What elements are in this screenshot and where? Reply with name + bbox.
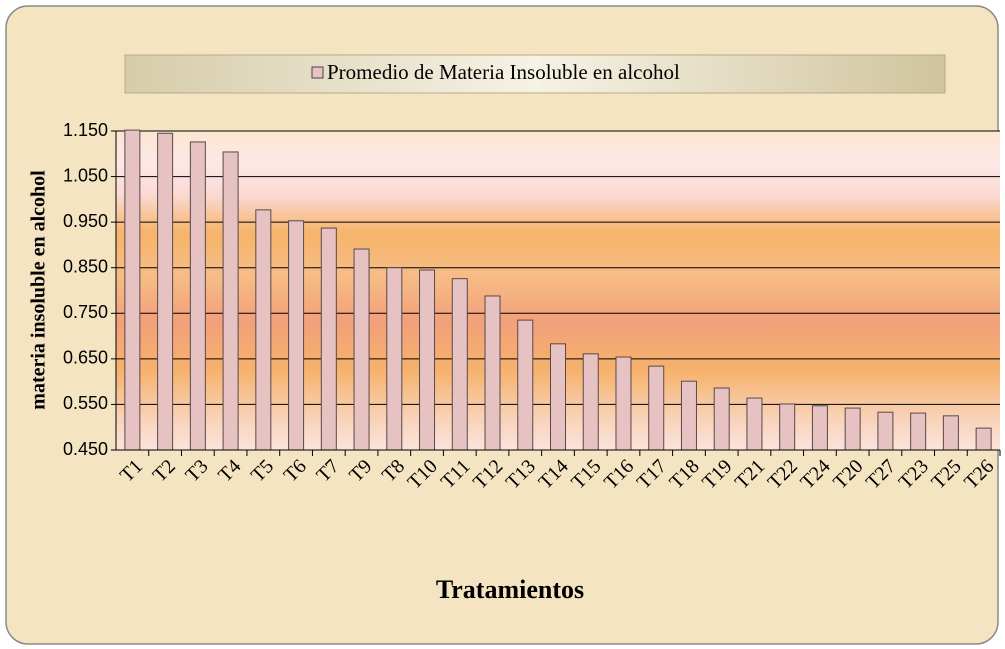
bar bbox=[386, 267, 403, 451]
y-tick-label: 1.150 bbox=[63, 120, 108, 140]
bar bbox=[484, 295, 501, 451]
bar bbox=[746, 397, 763, 451]
y-tick-label: 1.050 bbox=[63, 165, 108, 185]
legend bbox=[124, 54, 946, 94]
bar bbox=[942, 415, 959, 451]
bar bbox=[975, 427, 992, 451]
y-tick-label: 0.950 bbox=[63, 211, 108, 231]
y-tick-label: 0.550 bbox=[63, 393, 108, 413]
bar bbox=[713, 387, 730, 451]
y-tick-label: 0.650 bbox=[63, 348, 108, 368]
bar bbox=[517, 319, 534, 451]
bar bbox=[353, 248, 370, 451]
bar bbox=[550, 343, 566, 451]
bar bbox=[779, 403, 796, 451]
y-tick-label: 0.450 bbox=[63, 439, 108, 459]
bar bbox=[255, 209, 272, 451]
bar bbox=[288, 220, 305, 451]
bar bbox=[419, 269, 436, 451]
x-axis-title: Tratamientos bbox=[436, 575, 584, 604]
bar bbox=[157, 132, 174, 451]
bar bbox=[615, 356, 632, 451]
legend-label: Promedio de Materia Insoluble en alcohol bbox=[327, 60, 680, 84]
bar bbox=[451, 278, 468, 451]
bar bbox=[811, 405, 828, 451]
y-tick-label: 0.850 bbox=[63, 256, 108, 276]
bar bbox=[320, 227, 337, 451]
bar bbox=[910, 412, 927, 451]
bar bbox=[124, 129, 141, 451]
bar bbox=[222, 151, 239, 451]
y-tick-label: 0.750 bbox=[63, 302, 108, 322]
legend-swatch bbox=[311, 66, 324, 79]
y-axis-title: materia insoluble en alcohol bbox=[28, 170, 50, 410]
bar bbox=[680, 380, 697, 451]
bar bbox=[582, 353, 599, 451]
bar bbox=[648, 365, 665, 451]
bar bbox=[844, 407, 861, 451]
bar bbox=[877, 411, 894, 451]
bar bbox=[189, 141, 206, 451]
